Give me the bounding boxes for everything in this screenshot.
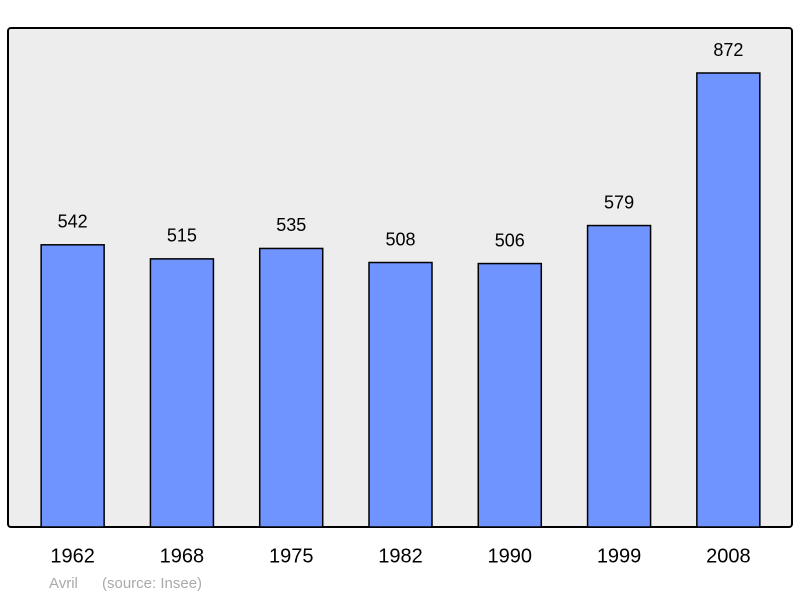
x-tick-label: 1990 <box>488 545 533 567</box>
x-tick-label: 1975 <box>269 545 314 567</box>
bar <box>258 247 324 528</box>
source: (source: Insee) <box>102 575 202 592</box>
bar <box>586 224 652 528</box>
x-tick-label: 1999 <box>597 545 642 567</box>
bar <box>40 244 105 528</box>
x-tick-label: 2008 <box>706 545 751 567</box>
caption: Avril <box>49 575 78 592</box>
x-tick-label: 1962 <box>50 545 95 567</box>
bar <box>149 258 215 528</box>
value-label: 872 <box>713 40 743 60</box>
bar <box>477 262 543 528</box>
x-tick-label: 1982 <box>378 545 423 567</box>
bar <box>696 72 761 528</box>
value-label: 506 <box>495 230 525 250</box>
value-label: 535 <box>276 215 306 235</box>
value-label: 579 <box>604 192 634 212</box>
x-tick-label: 1968 <box>160 545 205 567</box>
value-label: 515 <box>167 226 197 246</box>
bar <box>368 261 433 528</box>
value-label: 542 <box>58 212 88 232</box>
value-label: 508 <box>385 229 415 249</box>
